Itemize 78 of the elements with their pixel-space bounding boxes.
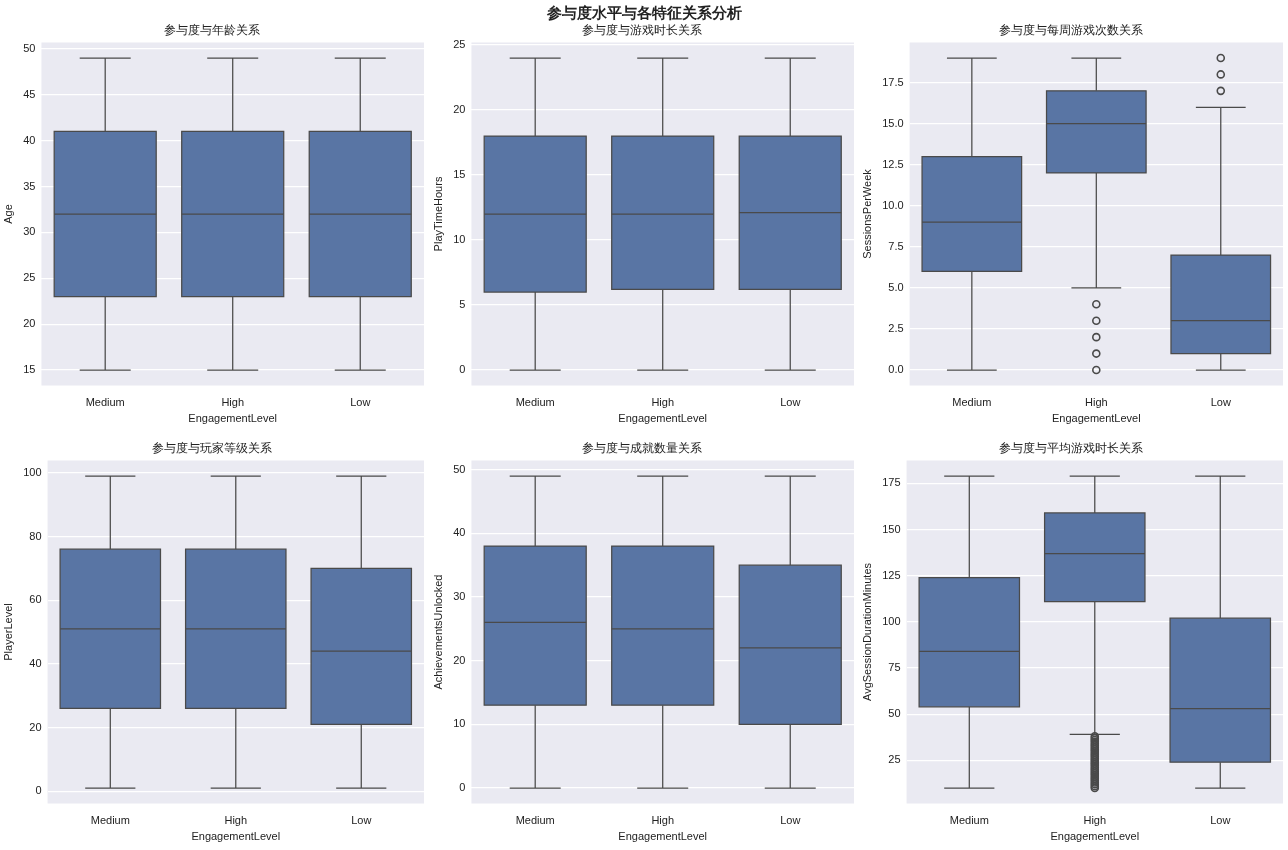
y-tick-label: 20 [453,653,466,666]
y-tick-label: 25 [888,753,901,766]
y-tick-label: 50 [888,707,901,720]
y-tick-label: 2.5 [888,321,904,334]
x-tick-label: High [1083,814,1107,827]
y-tick-label: 30 [453,590,466,603]
y-tick-label: 15 [453,168,466,181]
y-tick-label: 40 [29,656,42,669]
x-tick-label: High [651,814,675,827]
y-tick-label: 5.0 [888,280,904,293]
x-tick-label: High [1084,396,1108,409]
y-tick-label: 80 [29,529,42,542]
y-tick-label: 100 [882,614,901,627]
x-axis-title: EngagementLevel [618,412,708,425]
y-tick-label: 30 [23,225,36,238]
y-tick-label: 25 [453,38,466,51]
chart-title: 参与度与年龄关系 [164,23,260,38]
y-tick-label: 35 [23,179,36,192]
y-tick-label: 10 [453,717,466,730]
y-tick-label: 5 [459,298,466,311]
chart-title: 参与度与平均游戏时长关系 [999,441,1143,456]
y-tick-label: 100 [23,465,42,478]
x-tick-label: High [221,396,245,409]
x-tick-label: High [224,814,248,827]
y-tick-label: 12.5 [882,157,904,170]
y-tick-label: 0 [35,784,42,797]
x-tick-label: Low [1210,396,1231,409]
x-tick-label: Low [350,396,371,409]
y-tick-label: 50 [453,462,466,475]
x-tick-label: High [651,396,675,409]
y-axis-title: PlayerLevel [1,603,14,661]
x-tick-label: Medium [952,396,992,409]
y-tick-label: 40 [23,133,36,146]
x-axis-title: EngagementLevel [191,830,281,843]
chart-title: 参与度与游戏时长关系 [582,23,702,38]
x-axis-title: EngagementLevel [1050,830,1140,843]
y-axis-title: Age [1,204,14,224]
x-axis-title: EngagementLevel [1051,412,1141,425]
x-tick-label: Medium [85,396,125,409]
y-tick-label: 15.0 [882,116,904,129]
y-tick-label: 20 [23,317,36,330]
y-tick-label: 60 [29,593,42,606]
y-tick-label: 25 [23,271,36,284]
x-tick-label: Low [780,814,801,827]
y-tick-label: 7.5 [888,239,904,252]
y-tick-label: 15 [23,363,36,376]
x-axis-title: EngagementLevel [618,830,708,843]
x-tick-label: Low [351,814,372,827]
x-axis-title: EngagementLevel [188,412,278,425]
y-tick-label: 40 [453,526,466,539]
x-tick-label: Medium [515,814,555,827]
y-axis-title: AvgSessionDurationMinutes [860,562,873,701]
y-axis-title: PlayTimeHours [431,176,444,252]
y-tick-label: 0 [459,781,466,794]
y-axis-title: SessionsPerWeek [860,168,873,259]
y-axis-title: AchievementsUnlocked [431,574,444,690]
y-tick-label: 17.5 [882,75,904,88]
chart-title: 参与度与成就数量关系 [582,441,702,456]
y-tick-label: 10 [453,233,466,246]
text: 参与度水平与各特征关系分析 [545,4,743,23]
y-tick-label: 0.0 [888,363,904,376]
y-tick-label: 125 [882,568,901,581]
x-tick-label: Medium [90,814,130,827]
y-tick-label: 0 [459,363,466,376]
y-tick-label: 20 [453,103,466,116]
y-tick-label: 150 [882,522,901,535]
x-tick-label: Low [780,396,801,409]
y-tick-label: 10.0 [882,198,904,211]
x-tick-label: Low [1210,814,1231,827]
y-tick-label: 175 [882,476,901,489]
y-tick-label: 20 [29,720,42,733]
y-tick-label: 75 [888,661,901,674]
x-tick-label: Medium [949,814,989,827]
y-tick-label: 50 [23,41,36,54]
chart-title: 参与度与玩家等级关系 [152,441,272,456]
chart-title: 参与度与每周游戏次数关系 [999,23,1143,38]
y-tick-label: 45 [23,87,36,100]
x-tick-label: Medium [515,396,555,409]
